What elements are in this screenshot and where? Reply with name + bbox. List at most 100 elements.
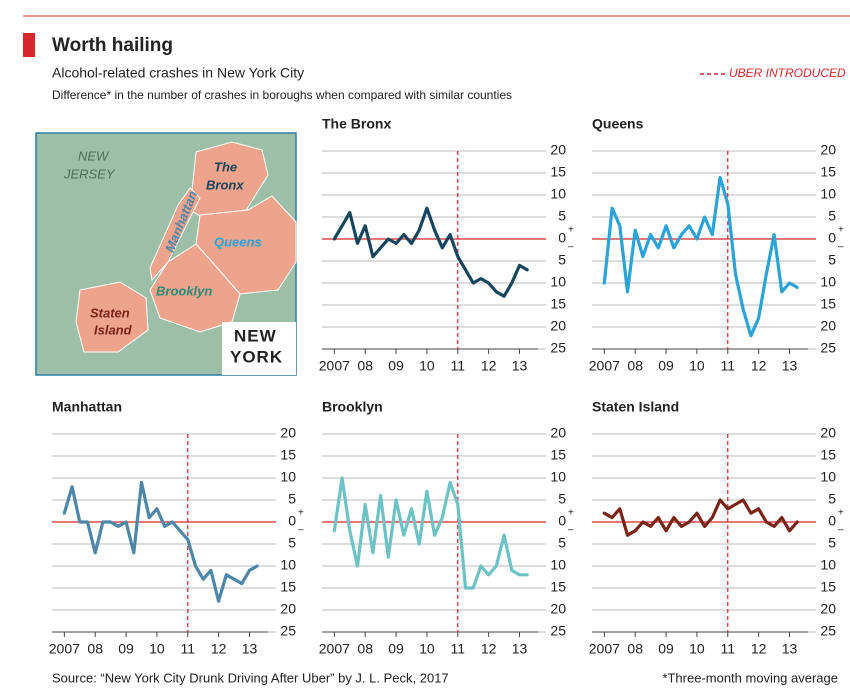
- manhattan-shape: [149, 187, 201, 282]
- data-line: [602, 175, 799, 338]
- x-tick-label: 10: [689, 358, 705, 374]
- y-tick-label: 10: [820, 274, 836, 290]
- y-tick-label: 10: [280, 469, 296, 485]
- y-tick-label: 25: [550, 340, 566, 356]
- x-tick-label: 12: [751, 358, 767, 374]
- x-tick-label: 09: [118, 641, 134, 657]
- y-tick-label: 15: [280, 447, 296, 463]
- y-tick-label: 10: [550, 469, 566, 485]
- x-tick-label: 2007: [319, 358, 350, 374]
- subtitle: Alcohol-related crashes in New York City: [52, 65, 304, 81]
- title: Worth hailing: [52, 35, 173, 56]
- map-label: JERSEY: [63, 166, 116, 181]
- y-tick-label: 15: [550, 579, 566, 595]
- x-tick-label: 09: [388, 641, 404, 657]
- red-tab: [23, 33, 35, 57]
- y-tick-label: 20: [550, 601, 566, 617]
- y-tick-label: 20: [280, 425, 296, 441]
- footnote: *Three-month moving average: [662, 670, 838, 685]
- map-label: Bronx: [206, 177, 244, 192]
- y-tick-label: 5: [558, 252, 566, 268]
- axis-sign: +: [298, 508, 304, 519]
- y-tick-label: 10: [820, 469, 836, 485]
- axis-sign: –: [838, 242, 844, 253]
- y-tick-label: 25: [280, 623, 296, 639]
- y-tick-label: 5: [558, 208, 566, 224]
- x-tick-label: 11: [720, 358, 735, 374]
- y-tick-label: 5: [828, 491, 836, 507]
- panel-title: The Bronx: [322, 116, 391, 132]
- x-tick-label: 13: [512, 641, 528, 657]
- map-label: NEW: [234, 326, 277, 345]
- y-tick-label: 0: [828, 230, 836, 246]
- y-tick-label: 15: [820, 579, 836, 595]
- source: Source: “New York City Drunk Driving Aft…: [52, 670, 449, 685]
- axis-sign: +: [568, 225, 574, 236]
- map-label: Brooklyn: [156, 283, 212, 298]
- y-tick-label: 25: [550, 623, 566, 639]
- panel-title: Queens: [592, 116, 644, 132]
- x-tick-label: 12: [481, 358, 497, 374]
- panel-title: Manhattan: [52, 399, 122, 415]
- map-label: NEW: [78, 148, 110, 163]
- y-tick-label: 20: [550, 142, 566, 158]
- x-tick-label: 08: [87, 641, 103, 657]
- x-tick-label: 13: [782, 358, 798, 374]
- map-label: The: [214, 159, 237, 174]
- panel-title: Staten Island: [592, 399, 679, 415]
- x-tick-label: 09: [388, 358, 404, 374]
- y-tick-label: 15: [550, 296, 566, 312]
- data-line: [332, 476, 529, 590]
- x-tick-label: 13: [242, 641, 258, 657]
- axis-sign: +: [838, 225, 844, 236]
- axis-sign: +: [838, 508, 844, 519]
- panel-title: Brooklyn: [322, 399, 383, 415]
- x-tick-label: 13: [512, 358, 528, 374]
- y-tick-label: 20: [820, 425, 836, 441]
- y-tick-label: 5: [558, 491, 566, 507]
- x-tick-label: 2007: [589, 641, 620, 657]
- map-label: Island: [94, 322, 133, 337]
- x-tick-label: 09: [658, 358, 674, 374]
- x-tick-label: 11: [180, 641, 195, 657]
- x-tick-label: 2007: [589, 358, 620, 374]
- y-tick-label: 20: [280, 601, 296, 617]
- y-tick-label: 15: [550, 164, 566, 180]
- x-tick-label: 12: [211, 641, 227, 657]
- x-tick-label: 12: [481, 641, 497, 657]
- x-tick-label: 11: [450, 358, 465, 374]
- y-tick-label: 5: [828, 252, 836, 268]
- x-tick-label: 10: [419, 358, 435, 374]
- x-tick-label: 2007: [319, 641, 350, 657]
- y-tick-label: 20: [550, 318, 566, 334]
- y-tick-label: 0: [288, 513, 296, 529]
- y-tick-label: 20: [820, 142, 836, 158]
- y-tick-label: 10: [820, 186, 836, 202]
- axis-sign: –: [298, 525, 304, 536]
- x-tick-label: 08: [627, 358, 643, 374]
- x-tick-label: 08: [627, 641, 643, 657]
- x-tick-label: 08: [357, 641, 373, 657]
- y-tick-label: 5: [828, 208, 836, 224]
- y-tick-label: 25: [820, 623, 836, 639]
- x-tick-label: 08: [357, 358, 373, 374]
- x-tick-label: 10: [419, 641, 435, 657]
- y-tick-label: 15: [820, 164, 836, 180]
- y-tick-label: 15: [820, 447, 836, 463]
- y-tick-label: 15: [820, 296, 836, 312]
- y-tick-label: 5: [288, 491, 296, 507]
- y-tick-label: 25: [820, 340, 836, 356]
- y-tick-label: 20: [550, 425, 566, 441]
- data-line: [62, 480, 259, 603]
- y-tick-label: 0: [558, 513, 566, 529]
- y-tick-label: 10: [280, 557, 296, 573]
- data-line: [602, 498, 799, 537]
- x-tick-label: 13: [782, 641, 798, 657]
- map: NEW JERSEY The Bronx Manhattan Queens Br…: [35, 132, 297, 376]
- axis-sign: –: [838, 525, 844, 536]
- x-tick-label: 10: [689, 641, 705, 657]
- note: Difference* in the number of crashes in …: [52, 88, 512, 102]
- staten-shape: [75, 281, 149, 353]
- x-tick-label: 09: [658, 641, 674, 657]
- x-tick-label: 11: [720, 641, 735, 657]
